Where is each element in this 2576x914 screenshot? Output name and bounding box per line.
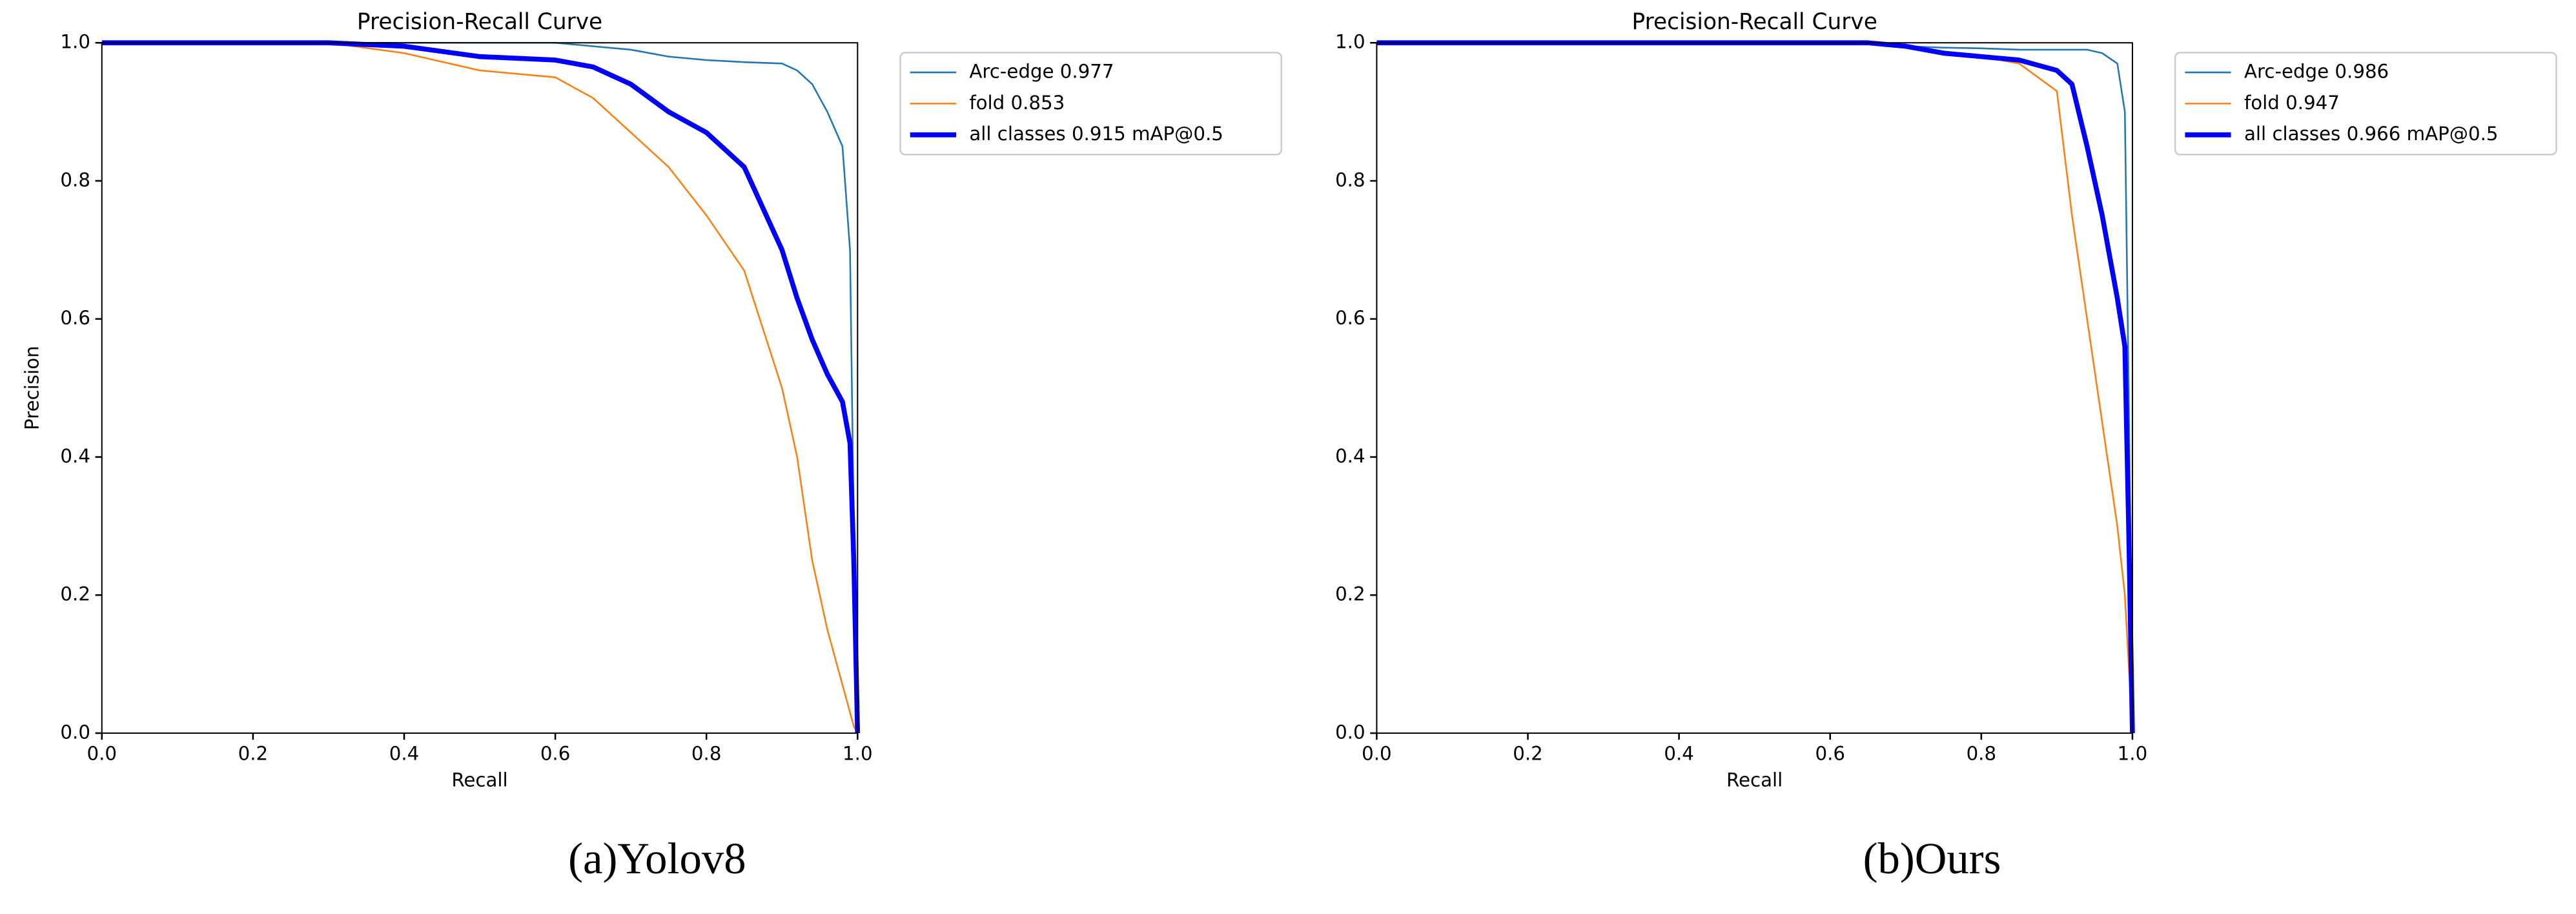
x-axis-label: Recall (1726, 769, 1783, 791)
caption: (a)Yolov8 (568, 834, 746, 883)
pr-curve (101, 40, 861, 734)
x-tick-label: 0.0 (1362, 743, 1392, 765)
legend-label: all classes 0.966 mAP@0.5 (2244, 123, 2499, 145)
pr-curve (1376, 40, 2135, 734)
y-tick-label: 0.8 (60, 169, 90, 191)
x-tick-label: 0.4 (389, 743, 420, 765)
legend-label: fold 0.853 (969, 92, 1065, 114)
x-axis-label: Recall (451, 769, 507, 791)
legend-label: all classes 0.915 mAP@0.5 (969, 123, 1223, 145)
y-tick-label: 0.4 (60, 445, 90, 467)
caption: (b)Ours (1863, 834, 2001, 883)
y-tick-label: 0.4 (1335, 445, 1365, 467)
x-tick-label: 0.4 (1664, 743, 1694, 765)
y-tick-label: 0.0 (1335, 722, 1365, 743)
y-tick-label: 1.0 (60, 31, 90, 53)
y-tick-label: 0.2 (1335, 583, 1365, 605)
legend-label: fold 0.947 (2244, 92, 2340, 114)
y-tick-label: 0.0 (60, 722, 90, 743)
x-tick-label: 0.0 (87, 743, 118, 765)
legend-box (2174, 52, 2557, 156)
chart: Precision-Recall Curve 0.0 0.2 0.4 0.6 0.8 1.0… (21, 9, 1283, 883)
legend-label: Arc-edge 0.977 (969, 61, 1114, 83)
x-tick-label: 1.0 (843, 743, 873, 765)
x-tick-label: 0.6 (1815, 743, 1845, 765)
pr-curve (1376, 41, 2134, 734)
y-tick-label: 0.8 (1335, 169, 1365, 191)
y-tick-label: 1.0 (1335, 31, 1365, 53)
y-tick-label: 0.6 (60, 307, 90, 329)
y-tick-label: 0.2 (60, 583, 90, 605)
x-tick-label: 0.2 (238, 743, 269, 765)
chart-title: Precision-Recall Curve (357, 9, 602, 35)
y-tick-label: 0.6 (1335, 307, 1365, 329)
legend-box (899, 52, 1283, 156)
plot-frame (101, 42, 859, 734)
pr-curve (101, 41, 859, 734)
legend-label: Arc-edge 0.986 (2244, 61, 2389, 83)
x-tick-label: 0.8 (691, 743, 722, 765)
chart-title: Precision-Recall Curve (1632, 9, 1877, 35)
x-tick-label: 0.6 (540, 743, 571, 765)
x-tick-label: 0.8 (1967, 743, 1997, 765)
x-tick-label: 0.2 (1513, 743, 1543, 765)
y-axis-label: Precision (21, 346, 43, 430)
plot-frame (1376, 42, 2133, 734)
pr-curve (101, 41, 859, 734)
x-tick-label: 1.0 (2118, 743, 2148, 765)
pr-curve (1376, 41, 2134, 734)
chart: Precision-Recall Curve 0.0 0.2 0.4 0.6 0.8 1.0… (1335, 9, 2557, 883)
